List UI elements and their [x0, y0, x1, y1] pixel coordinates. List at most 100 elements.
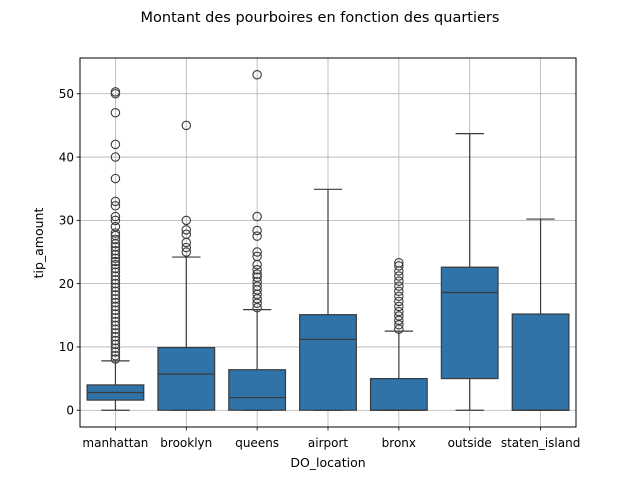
- outlier-point: [110, 301, 121, 312]
- outlier-point: [110, 196, 121, 207]
- outlier-point: [181, 247, 192, 257]
- outlier-point: [394, 261, 404, 271]
- outlier-point: [110, 278, 121, 289]
- outlier-point: [110, 324, 121, 334]
- outlier-point: [181, 120, 192, 131]
- outlier-point: [110, 107, 121, 118]
- y-axis: 0 10 20 30 40 50: [59, 87, 80, 418]
- x-tick-label: staten_island: [501, 436, 581, 450]
- outlier-point: [110, 256, 121, 267]
- outlier-point: [110, 316, 121, 327]
- outlier-point: [110, 275, 121, 285]
- x-axis-label: DO_location: [290, 455, 365, 470]
- box-group-queens: [228, 70, 287, 411]
- x-tick-label: queens: [235, 436, 279, 450]
- outlier-point: [110, 335, 121, 346]
- outlier-point: [252, 231, 262, 241]
- outlier-point: [110, 339, 121, 350]
- box-iqr: [369, 377, 428, 411]
- outlier-point: [110, 332, 121, 342]
- outlier-point: [110, 242, 121, 252]
- outlier-point: [252, 302, 262, 313]
- outlier-point: [110, 347, 121, 357]
- x-tick-label: manhattan: [82, 436, 148, 450]
- outlier-point: [394, 320, 404, 330]
- chart-title: Montant des pourboires en fonction des q…: [141, 10, 500, 26]
- y-tick-label: 20: [59, 277, 74, 291]
- outlier-point: [110, 271, 121, 281]
- outlier-point: [110, 294, 121, 304]
- outlier-point: [110, 89, 121, 99]
- x-tick-label: brooklyn: [160, 436, 212, 450]
- box-iqr: [511, 313, 570, 411]
- y-tick-label: 40: [59, 150, 74, 164]
- outlier-point: [110, 253, 121, 264]
- outlier-point: [181, 225, 192, 235]
- outlier-point: [394, 281, 404, 291]
- box-iqr: [299, 314, 357, 411]
- outlier-point: [394, 291, 404, 302]
- outlier-point: [110, 354, 121, 364]
- outlier-point: [110, 309, 121, 319]
- outlier-point: [394, 271, 404, 281]
- outlier-point: [252, 70, 262, 80]
- outlier-point: [252, 225, 262, 236]
- outlier-point: [110, 211, 121, 222]
- outlier-point: [110, 234, 121, 245]
- outlier-point: [110, 152, 121, 162]
- x-tick-label: airport: [308, 436, 349, 450]
- x-axis: manhattan brooklyn queens airport bronx outsi…: [82, 427, 580, 450]
- box-iqr: [157, 346, 216, 411]
- outlier-point: [252, 211, 262, 222]
- box-group-staten_island: [511, 218, 570, 411]
- outlier-point: [181, 237, 192, 248]
- x-tick-label: outside: [448, 436, 492, 450]
- outlier-point: [110, 351, 121, 361]
- outlier-point: [110, 245, 121, 256]
- outlier-point: [110, 263, 121, 274]
- outlier-point: [252, 259, 262, 270]
- box-group-manhattan: [86, 87, 145, 411]
- outlier-point: [110, 228, 121, 238]
- box-group-brooklyn: [157, 120, 216, 411]
- y-tick-label: 0: [66, 404, 74, 418]
- box-iqr: [440, 266, 499, 380]
- outlier-point: [110, 215, 121, 226]
- outlier-point: [110, 313, 121, 323]
- outlier-point: [110, 201, 121, 211]
- outlier-point: [394, 301, 404, 312]
- box-group-bronx: [369, 258, 428, 411]
- outlier-point: [394, 296, 404, 307]
- outlier-point: [110, 239, 121, 249]
- y-axis-label: tip_amount: [31, 208, 46, 279]
- outlier-point: [181, 215, 192, 226]
- outlier-point: [110, 320, 121, 331]
- box-group-outside: [440, 133, 499, 411]
- outlier-point: [110, 259, 121, 270]
- outlier-point: [110, 173, 121, 184]
- box-iqr: [228, 369, 287, 411]
- y-tick-label: 10: [59, 340, 74, 354]
- outlier-point: [394, 324, 404, 334]
- outlier-point: [110, 249, 121, 260]
- outlier-point: [110, 305, 121, 315]
- outlier-point: [252, 269, 262, 279]
- outlier-point: [110, 343, 121, 353]
- outlier-point: [394, 276, 404, 286]
- outlier-point: [181, 242, 192, 253]
- outlier-point: [110, 139, 121, 150]
- outlier-point: [110, 267, 121, 277]
- outlier-point: [110, 286, 121, 296]
- outlier-point: [110, 328, 121, 338]
- y-tick-label: 30: [59, 214, 74, 228]
- outlier-point: [110, 282, 121, 293]
- box-group-airport: [299, 188, 357, 411]
- outlier-point: [252, 298, 262, 309]
- outlier-point: [110, 290, 121, 300]
- outlier-point: [394, 266, 404, 276]
- outlier-point: [252, 247, 262, 257]
- outlier-point: [252, 264, 262, 275]
- boxes-layer: [86, 70, 570, 411]
- x-tick-label: bronx: [382, 436, 416, 450]
